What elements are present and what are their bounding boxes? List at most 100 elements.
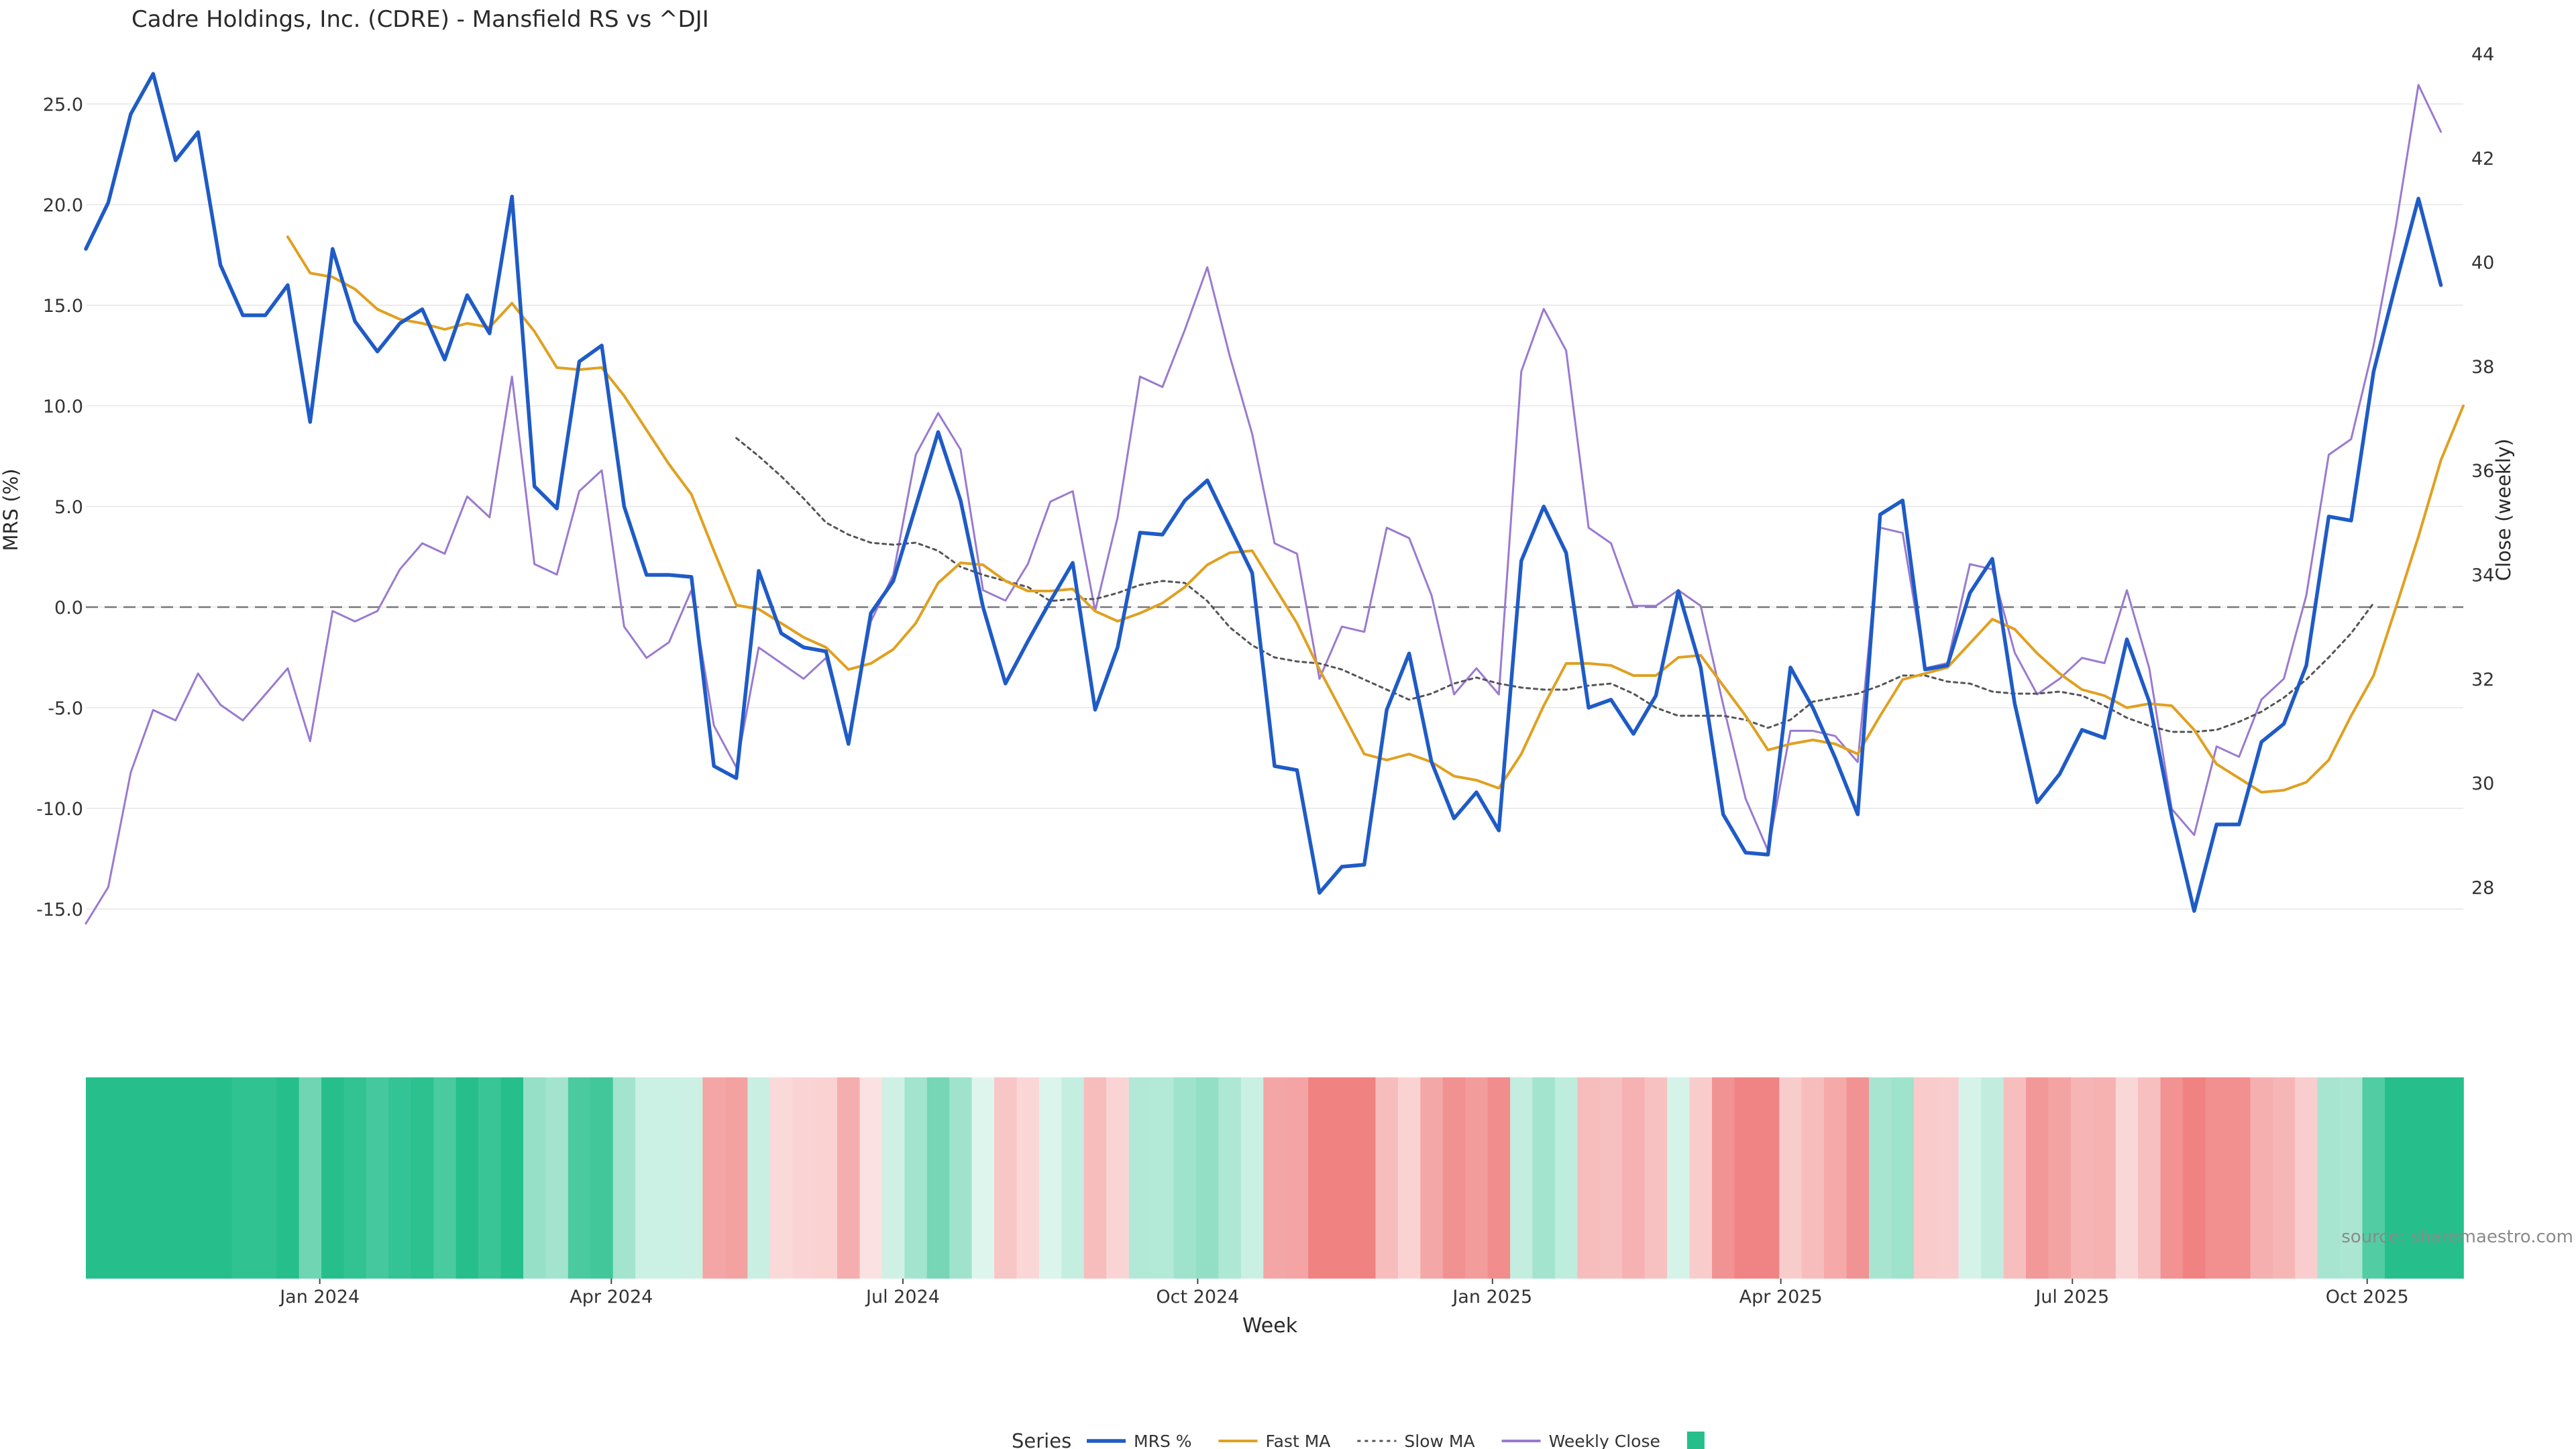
x-tick-label: Oct 2025 [2326,1287,2409,1307]
heatmap-cell [904,1077,928,1279]
heatmap-cell [2070,1077,2094,1279]
heatmap-cell [2115,1077,2139,1279]
heatmap-cell [837,1077,861,1279]
heatmap-cell [276,1077,300,1279]
heatmap-cell [2362,1077,2385,1279]
right-tick-label: 28 [2471,877,2494,898]
heatmap-cell [1644,1077,1668,1279]
heatmap-cell [590,1077,614,1279]
chart-title: Cadre Holdings, Inc. (CDRE) - Mansfield … [131,6,709,33]
heatmap-cell [455,1077,479,1279]
heatmap-cell [949,1077,973,1279]
heatmap-cell [142,1077,165,1279]
right-axis: 28 30 32 34 36 38 40 42 44 [2471,44,2494,898]
legend-label: Weekly Close [1549,1432,1660,1449]
heatmap-cell [2407,1077,2430,1279]
heatmap-cell [724,1077,749,1279]
heatmap-cell [1106,1077,1130,1279]
heatmap-cell [1218,1077,1242,1279]
heatmap-cell [747,1077,771,1279]
left-tick-label: 0.0 [54,598,83,619]
heatmap-cell [1151,1077,1175,1279]
heatmap-cell [2295,1077,2318,1279]
right-axis-title: Close (weekly) [2492,439,2515,581]
legend-label: Fast MA [1266,1432,1331,1449]
heatmap-cell [1353,1077,1377,1279]
heatmap-cell [86,1077,98,1279]
heatmap-cell [926,1077,950,1279]
heatmap-cell [1128,1077,1152,1279]
heatmap-cell [545,1077,569,1279]
series-line-mrs [84,72,2443,913]
heatmap-cell [97,1077,120,1279]
heatmap-cell [411,1077,434,1279]
right-tick-label: 38 [2471,357,2494,378]
heatmap-cell [321,1077,345,1279]
x-tick-label: Jan 2024 [278,1287,360,1307]
heatmap-cell [388,1077,412,1279]
heatmap-cell [971,1077,995,1279]
right-tick-label: 44 [2471,44,2494,65]
heatmap-cell [433,1077,457,1279]
heatmap-cell [1958,1077,1982,1279]
heatmap-cell [2138,1077,2161,1279]
heatmap-cell [1846,1077,1870,1279]
x-tick-label: Oct 2024 [1156,1287,1239,1307]
heatmap-cell [859,1077,883,1279]
heatmap-cell [1173,1077,1197,1279]
heatmap-cell [1263,1077,1287,1279]
left-axis: 25.0 20.0 15.0 10.0 5.0 0.0 -5.0 -10.0 -15.0 [36,95,83,920]
heatmap-cell [1913,1077,1937,1279]
legend-title: Series [1012,1430,1071,1449]
heatmap-cell [2429,1077,2464,1279]
heatmap-cell [1016,1077,1040,1279]
heatmap-cell [1532,1077,1556,1279]
x-tick-label: Jul 2024 [865,1287,940,1307]
right-tick-label: 36 [2471,461,2494,482]
legend: Series MRS % Fast MA Slow MA Weekly Close [1012,1430,1705,1449]
heatmap-cell [1936,1077,1960,1279]
heatmap-cell [657,1077,681,1279]
series-layer [84,72,2465,925]
heatmap-cell [814,1077,838,1279]
heatmap-cell [2385,1077,2408,1279]
heatmap-cell [1554,1077,1578,1279]
heatmap-cell [1801,1077,1825,1279]
heatmap-cell [1622,1077,1646,1279]
heatmap-cell [1779,1077,1803,1279]
heatmap-cell [366,1077,390,1279]
legend-heatmap-swatch [1686,1432,1705,1449]
heatmap-cell [1689,1077,1713,1279]
heatmap-cell [231,1077,255,1279]
heatmap-cell [2093,1077,2116,1279]
heatmap-cell [1240,1077,1264,1279]
heatmap-cell [299,1077,322,1279]
heatmap-cell [1667,1077,1690,1279]
left-tick-label: 10.0 [43,396,83,417]
left-tick-label: 20.0 [43,195,83,216]
heatmap-cell [164,1077,188,1279]
heatmap-cell [2272,1077,2296,1279]
series-line-weekly-close [85,84,2443,925]
heatmap-cell [1038,1077,1063,1279]
heatmap-cell [2183,1077,2206,1279]
heatmap-cell [1397,1077,1421,1279]
heatmap-cell [769,1077,793,1279]
heatmap-cell [1061,1077,1085,1279]
heatmap-cell [1308,1077,1332,1279]
legend-label: Slow MA [1404,1432,1474,1449]
heatmap-cell [1981,1077,2004,1279]
heatmap-cell [1891,1077,1915,1279]
heatmap-cell [1824,1077,1847,1279]
heatmap-strip [86,1077,2464,1279]
left-tick-label: -15.0 [36,900,83,920]
left-tick-label: 15.0 [43,296,83,317]
left-tick-label: -5.0 [48,698,83,719]
x-tick-label: Jan 2025 [1451,1287,1532,1307]
heatmap-cell [635,1077,659,1279]
heatmap-cell [1420,1077,1444,1279]
heatmap-cell [2048,1077,2072,1279]
x-axis: Jan 2024 Apr 2024 Jul 2024 Oct 2024 Jan 2025… [278,1279,2409,1307]
heatmap-cell [1756,1077,1780,1279]
